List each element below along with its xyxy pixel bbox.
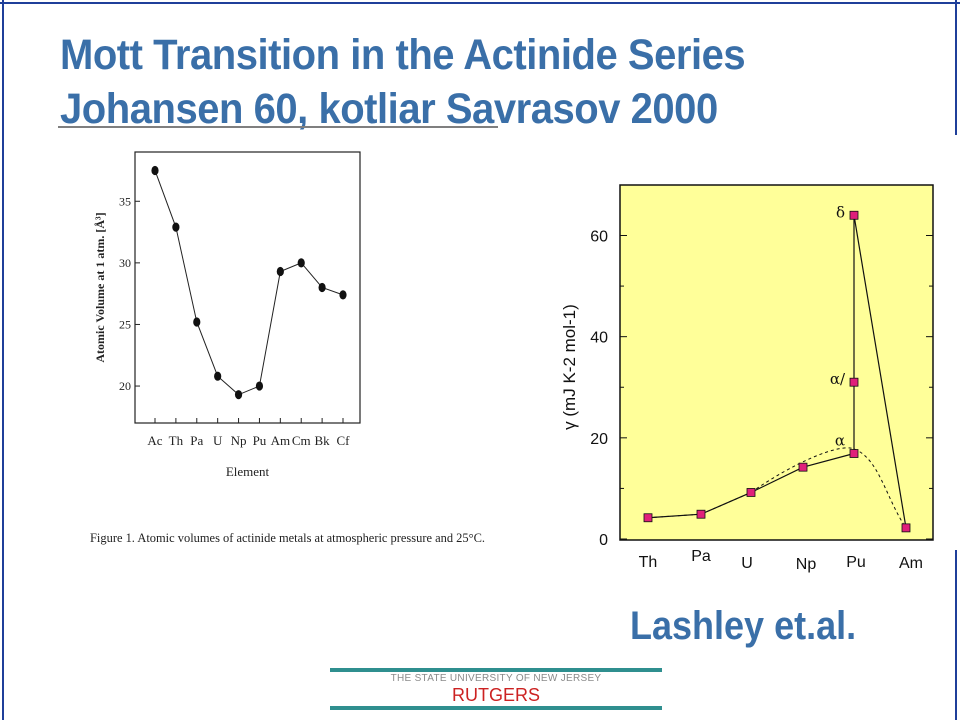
x-tick-label: Th bbox=[639, 554, 658, 571]
x-tick-label: U bbox=[741, 555, 753, 572]
footer-bar-top bbox=[330, 668, 662, 672]
y-tick-label: 30 bbox=[119, 256, 131, 270]
rutgers-footer-logo: THE STATE UNIVERSITY OF NEW JERSEY RUTGE… bbox=[330, 668, 662, 712]
x-tick-label: Pu bbox=[253, 433, 267, 448]
plot-frame bbox=[134, 151, 361, 424]
y-axis-label: Atomic Volume at 1 atm. [Å³] bbox=[93, 212, 107, 362]
data-point-np bbox=[798, 462, 808, 472]
atomic-volume-chart: 20 25 30 35 Ac Th Pa U Np Pu Am Cm Bk Cf Element Atomic… bbox=[90, 151, 485, 545]
x-tick-label: Cf bbox=[337, 433, 351, 448]
data-point-pa bbox=[696, 509, 706, 519]
y-tick-label: 25 bbox=[119, 317, 131, 331]
data-point-pu-phase bbox=[849, 210, 859, 220]
data-point-bk bbox=[318, 282, 326, 293]
data-point-ac bbox=[151, 165, 159, 176]
data-point-pu bbox=[849, 449, 859, 458]
slide-title: Mott Transition in the Actinide Series J… bbox=[60, 28, 746, 136]
pu-phase-label: δ bbox=[836, 203, 845, 221]
x-tick-label: Pu bbox=[846, 554, 866, 571]
title-underline bbox=[58, 126, 498, 128]
x-tick-label: Cm bbox=[292, 433, 311, 448]
data-point-u bbox=[746, 488, 756, 497]
figure-caption: Figure 1. Atomic volumes of actinide met… bbox=[90, 530, 485, 545]
pu-phase-label: α/ bbox=[830, 370, 846, 388]
pu-phase-label: α bbox=[835, 432, 845, 450]
y-tick-label: 20 bbox=[590, 431, 608, 448]
slide-frame-top bbox=[0, 2, 960, 4]
y-tick-label: 0 bbox=[599, 532, 608, 549]
x-tick-label: Np bbox=[796, 556, 817, 573]
slide-frame-right-lower bbox=[955, 550, 957, 720]
y-tick-label: 35 bbox=[119, 194, 131, 208]
x-axis-label: Element bbox=[226, 464, 270, 479]
x-tick-label: U bbox=[213, 433, 223, 448]
gamma-coefficient-chart: 0 20 40 60 Th Pa U Np Pu Am α α/δ γ (mJ K-2 mol-1) bbox=[560, 184, 934, 573]
y-axis-label: γ (mJ K-2 mol-1) bbox=[560, 304, 579, 430]
x-tick-label: Am bbox=[899, 555, 923, 572]
trend-curve-dashed bbox=[647, 447, 907, 529]
data-point-pu bbox=[255, 381, 264, 391]
x-tick-label: Am bbox=[271, 433, 291, 448]
footer-university: THE STATE UNIVERSITY OF NEW JERSEY bbox=[390, 673, 602, 684]
data-point-th bbox=[172, 222, 180, 232]
x-tick-label: Th bbox=[169, 433, 184, 448]
series-line bbox=[154, 170, 344, 396]
y-tick-label: 40 bbox=[590, 330, 608, 347]
pu-am-connector bbox=[853, 215, 907, 528]
data-point-cm bbox=[297, 258, 305, 268]
x-tick-label: Ac bbox=[147, 433, 162, 448]
slide-frame-right-upper bbox=[955, 0, 957, 135]
data-point-np bbox=[234, 390, 243, 400]
data-point-th bbox=[643, 513, 653, 523]
x-tick-label: Bk bbox=[315, 433, 331, 448]
data-point-u bbox=[214, 371, 222, 381]
x-tick-label: Np bbox=[231, 433, 247, 448]
plot-area bbox=[619, 184, 934, 541]
title-line-2: Johansen 60, kotliar Savrasov 2000 bbox=[60, 85, 718, 133]
title-line-1: Mott Transition in the Actinide Series bbox=[60, 31, 746, 79]
data-point-am bbox=[901, 523, 911, 533]
footer-bar-bottom bbox=[330, 706, 662, 710]
x-tick-label: Pa bbox=[190, 433, 203, 448]
y-tick-label: 60 bbox=[590, 229, 608, 246]
y-tick-label: 20 bbox=[119, 379, 131, 393]
data-point-pa bbox=[193, 317, 201, 327]
slide-frame-left bbox=[2, 0, 4, 720]
x-tick-label: Pa bbox=[691, 548, 711, 565]
data-point-cf bbox=[339, 290, 347, 300]
data-point-am bbox=[276, 266, 284, 277]
data-point-pu-phase bbox=[849, 377, 859, 387]
credit-label: Lashley et.al. bbox=[630, 604, 857, 648]
footer-rutgers: RUTGERS bbox=[451, 685, 540, 705]
